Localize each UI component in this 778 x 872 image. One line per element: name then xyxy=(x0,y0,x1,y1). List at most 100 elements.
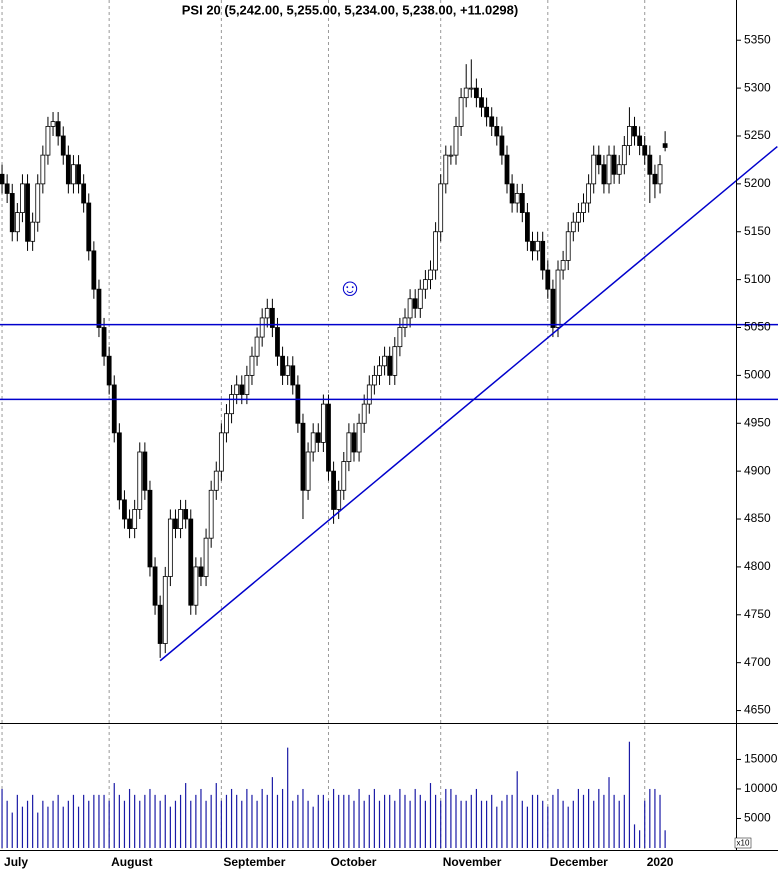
y-tick-label: 5150 xyxy=(744,224,771,238)
candle-body xyxy=(351,432,357,453)
y-tick-label: 4900 xyxy=(744,463,771,477)
y-tick-label: 5100 xyxy=(744,272,771,286)
candle-body xyxy=(570,221,576,233)
candle-body xyxy=(132,509,138,530)
candle-body xyxy=(259,317,265,338)
y-tick-label: 4800 xyxy=(744,559,771,573)
candle-body xyxy=(392,346,398,376)
candle-body xyxy=(468,87,474,90)
candle-body xyxy=(627,126,632,146)
candle-body xyxy=(280,355,285,376)
candle-body xyxy=(346,432,352,462)
candle-body xyxy=(407,298,413,319)
candle-body xyxy=(499,135,505,156)
y-tick-label: 5300 xyxy=(744,80,771,94)
candle-body xyxy=(300,422,306,491)
candle-body xyxy=(30,221,36,242)
candle-body xyxy=(371,374,377,386)
candle-body xyxy=(65,154,71,185)
candle-body xyxy=(591,154,597,185)
candle-body xyxy=(581,202,586,213)
candle-body xyxy=(397,327,403,348)
candle-body xyxy=(601,164,607,185)
candle-body xyxy=(555,269,561,328)
candle-body xyxy=(183,509,189,520)
candle-body xyxy=(239,384,245,395)
candle-body xyxy=(412,298,418,309)
candle-body xyxy=(519,193,525,213)
volume-tick-label: 10000 xyxy=(744,781,778,795)
candle-body xyxy=(550,288,556,328)
candle-body xyxy=(249,355,255,376)
grid xyxy=(1,0,646,850)
candle-body xyxy=(229,394,234,415)
y-tick-label: 5050 xyxy=(744,320,771,334)
candle-body xyxy=(361,403,367,424)
candle-body xyxy=(234,384,240,395)
candle-body xyxy=(254,336,260,357)
candle-body xyxy=(218,432,224,472)
candle-body xyxy=(0,173,5,185)
candle-body xyxy=(422,279,428,290)
candle-body xyxy=(463,87,469,99)
candle-body xyxy=(606,154,612,185)
y-tick-label: 5200 xyxy=(744,176,771,190)
candle-body xyxy=(9,193,15,233)
candle-body xyxy=(178,509,183,530)
candle-body xyxy=(264,307,270,319)
candle-body xyxy=(188,518,194,606)
x-tick-label: July xyxy=(4,855,28,869)
volume-tick-label: 5000 xyxy=(744,811,771,825)
candle-body xyxy=(60,135,66,156)
candle-body xyxy=(438,183,444,233)
candle-body xyxy=(514,193,520,204)
candle-body xyxy=(40,154,46,185)
candle-body xyxy=(616,164,622,175)
candle-body xyxy=(162,576,168,644)
candle-body xyxy=(50,121,56,127)
candle-body xyxy=(596,154,602,166)
candle-body xyxy=(417,288,423,309)
candle-body xyxy=(642,145,648,156)
candle-body xyxy=(275,327,280,357)
candle-body xyxy=(55,121,61,137)
candle-body xyxy=(310,432,316,453)
candle-body xyxy=(443,154,449,185)
candle-body xyxy=(71,164,76,185)
candle-body xyxy=(586,183,592,204)
candle-body xyxy=(453,126,459,156)
x-tick-label: August xyxy=(111,855,152,869)
candle-body xyxy=(428,269,433,281)
candle-body xyxy=(208,489,214,539)
candle-body xyxy=(167,518,173,577)
candle-body xyxy=(86,202,92,252)
candle-body xyxy=(142,451,148,491)
candle-body xyxy=(662,143,668,148)
candle-body xyxy=(116,432,122,501)
candle-body xyxy=(198,566,204,577)
candle-body xyxy=(637,135,643,146)
candle-body xyxy=(632,126,637,137)
x-tick-label: December xyxy=(550,855,608,869)
candle-body xyxy=(530,240,535,252)
candle-body xyxy=(504,154,510,185)
candle-body xyxy=(560,260,566,271)
candle-body xyxy=(152,566,158,606)
candle-body xyxy=(101,327,107,357)
candle-body xyxy=(157,604,163,644)
candle-body xyxy=(494,126,500,137)
candle-body xyxy=(489,116,495,127)
candle-body xyxy=(305,451,311,491)
candle-body xyxy=(326,403,331,472)
candle-body xyxy=(458,97,464,127)
candle-body xyxy=(535,240,541,252)
unit-box xyxy=(734,837,752,849)
candle-body xyxy=(448,154,454,157)
candle-body xyxy=(285,365,291,376)
candle-body xyxy=(382,355,387,367)
x-tick-label: 2020 xyxy=(647,855,674,869)
candle-body xyxy=(402,317,408,328)
candle-body xyxy=(4,183,10,194)
candle-body xyxy=(35,183,41,223)
candle-body xyxy=(173,518,178,530)
